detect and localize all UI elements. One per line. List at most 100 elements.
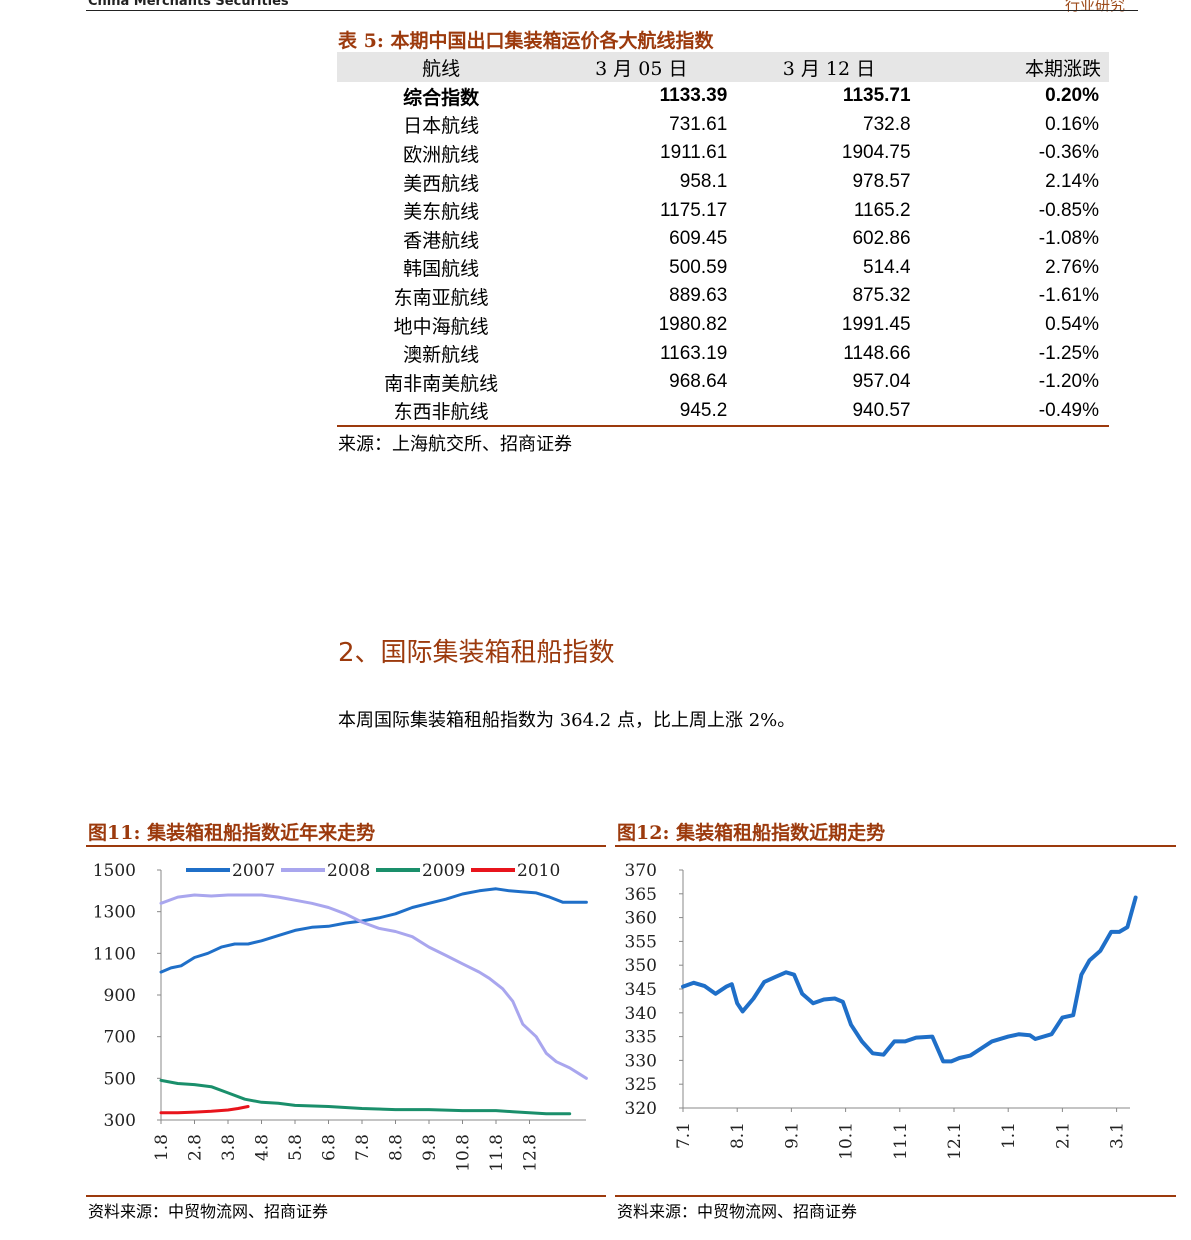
route-name-cell: 东西非航线: [337, 396, 546, 428]
value-cell: 1163.19: [660, 342, 728, 364]
fig11-source: 资料来源：中贸物流网、招商证券: [88, 1202, 329, 1221]
x-tick-label: 6.8: [320, 1134, 340, 1161]
x-tick-label: 2.8: [186, 1134, 206, 1161]
series-line-index: [681, 895, 1138, 1064]
route-name-cell: 澳新航线: [403, 344, 480, 367]
value-cell: -1.25%: [1038, 342, 1099, 364]
col-header-mar12: 3 月 12 日: [737, 52, 921, 82]
x-tick-label: 11.1: [891, 1122, 911, 1160]
route-name-cell: 日本航线: [403, 115, 480, 138]
route-name-cell: 综合指数: [403, 86, 480, 109]
table-row: 美东航线 1175.17 1165.2 -0.85%: [337, 196, 1109, 225]
y-tick-label: 320: [625, 1099, 657, 1119]
fig12-title: 图12: 集装箱租船指数近期走势: [617, 822, 886, 844]
value-cell: 1135.71: [842, 85, 911, 107]
x-tick-label: 2.1: [1053, 1122, 1073, 1149]
y-tick-label: 500: [104, 1069, 136, 1089]
table-row: 香港航线 609.45 602.86 -1.08%: [337, 225, 1109, 254]
value-cell: 978.57: [852, 171, 911, 193]
value-cell: 1991.45: [841, 314, 911, 336]
table-row: 欧洲航线 1911.61 1904.75 -0.36%: [337, 139, 1109, 168]
fig12-top-rule: [615, 845, 1176, 847]
col-header-route: 航线: [337, 52, 546, 82]
value-cell: 2.14%: [1045, 171, 1099, 193]
value-cell: 958.1: [679, 171, 728, 193]
value-cell: 957.04: [852, 371, 911, 393]
col-header-change: 本期涨跌: [920, 52, 1109, 82]
fig11-chart: 1500 1300 1100 900 700 500 300 1.8 2.8 3.8 4.8 5.8 6…: [93, 861, 588, 1172]
y-tick-label: 360: [625, 909, 657, 929]
x-tick-label: 8.8: [387, 1134, 407, 1161]
y-tick-label: 1500: [93, 861, 136, 881]
value-cell: 500.59: [669, 256, 728, 278]
x-tick-label: 1.1: [999, 1122, 1019, 1149]
y-tick-label: 355: [625, 932, 657, 952]
table-row: 南非南美航线 968.64 957.04 -1.20%: [337, 368, 1109, 397]
value-cell: 0.16%: [1045, 113, 1099, 135]
table-header-row: 航线 3 月 05 日 3 月 12 日 本期涨跌: [337, 52, 1109, 82]
section-title: 2、国际集装箱租船指数: [338, 638, 615, 668]
y-tick-label: 345: [625, 980, 657, 1000]
value-cell: 0.20%: [1045, 85, 1099, 107]
x-tick-label: 11.8: [487, 1134, 507, 1172]
y-tick-label: 340: [625, 1004, 657, 1024]
fig12-bottom-rule: [615, 1195, 1176, 1197]
fig12-chart: 370 365 360 355 350 345 340 335 330 325 320 7.1 8.1 9…: [625, 861, 1138, 1160]
section-paragraph: 本周国际集装箱租船指数为 364.2 点，比上周上涨 2%。: [338, 710, 796, 731]
route-name-cell: 香港航线: [403, 229, 480, 252]
route-name-cell: 欧洲航线: [403, 143, 480, 166]
y-tick-label: 325: [625, 1075, 657, 1095]
x-tick-label: 5.8: [286, 1134, 306, 1161]
value-cell: -1.08%: [1038, 228, 1099, 250]
table-row: 东西非航线 945.2 940.57 -0.49%: [337, 396, 1109, 428]
fig11-bottom-rule: [86, 1195, 606, 1197]
x-tick-label: 8.1: [728, 1122, 748, 1149]
y-tick-label: 1300: [93, 903, 136, 923]
header-rule: [86, 10, 1138, 11]
x-tick-label: 10.8: [454, 1134, 474, 1172]
y-tick-label: 700: [104, 1028, 136, 1048]
legend-label-2009: 2009: [422, 861, 465, 881]
value-cell: 514.4: [863, 256, 911, 278]
value-cell: -0.85%: [1038, 199, 1099, 221]
value-cell: -0.36%: [1038, 142, 1099, 164]
value-cell: 1165.2: [853, 199, 911, 221]
x-tick-label: 12.1: [945, 1122, 965, 1160]
x-tick-label: 12.8: [521, 1134, 541, 1172]
x-tick-label: 7.8: [353, 1134, 373, 1161]
x-tick-label: 9.8: [420, 1134, 440, 1161]
x-tick-label: 7.1: [674, 1122, 694, 1149]
table-row: 澳新航线 1163.19 1148.66 -1.25%: [337, 339, 1109, 368]
route-name-cell: 韩国航线: [403, 258, 480, 281]
value-cell: -0.49%: [920, 396, 1109, 428]
value-cell: 732.8: [863, 113, 911, 135]
route-name-cell: 南非南美航线: [384, 372, 499, 395]
y-tick-label: 365: [625, 885, 657, 905]
col-header-mar05: 3 月 05 日: [545, 52, 738, 82]
x-tick-label: 1.8: [152, 1134, 172, 1161]
y-tick-label: 300: [104, 1111, 136, 1131]
route-name-cell: 美西航线: [403, 172, 480, 195]
value-cell: 1980.82: [658, 314, 728, 336]
value-cell: -1.61%: [1038, 285, 1099, 307]
series-line-2007: [159, 887, 588, 974]
value-cell: 1911.61: [660, 142, 728, 164]
y-tick-label: 900: [104, 986, 136, 1006]
value-cell: 0.54%: [1045, 314, 1099, 336]
series-line-2010: [159, 1105, 250, 1115]
value-cell: 945.2: [545, 396, 738, 428]
value-cell: -1.20%: [1038, 371, 1099, 393]
value-cell: 889.63: [669, 285, 728, 307]
table-row: 韩国航线 500.59 514.4 2.76%: [337, 254, 1109, 283]
value-cell: 2.76%: [1045, 256, 1099, 278]
value-cell: 1904.75: [841, 142, 911, 164]
value-cell: 940.57: [737, 396, 921, 428]
x-tick-label: 3.8: [219, 1134, 239, 1161]
series-line-2009: [159, 1078, 572, 1116]
legend-label-2007: 2007: [232, 861, 275, 881]
table-row: 地中海航线 1980.82 1991.45 0.54%: [337, 311, 1109, 340]
route-name-cell: 地中海航线: [393, 315, 489, 338]
value-cell: 731.61: [669, 113, 728, 135]
value-cell: 609.45: [669, 228, 728, 250]
legend-label-2010: 2010: [517, 861, 560, 881]
